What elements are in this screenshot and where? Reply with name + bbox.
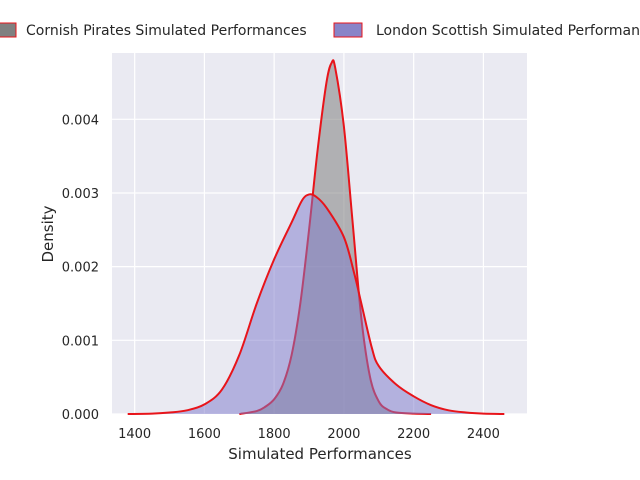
x-tick-label: 2400 — [467, 427, 500, 442]
x-tick-label: 1600 — [188, 427, 221, 442]
legend-swatch-london-scottish — [333, 22, 363, 38]
x-tick-label: 1800 — [258, 427, 291, 442]
y-tick-label: 0.003 — [62, 187, 99, 202]
legend-swatch-cornish-pirates — [0, 22, 17, 38]
y-tick-label: 0.002 — [62, 261, 99, 276]
y-tick-label: 0.001 — [62, 334, 99, 349]
x-axis-label: Simulated Performances — [228, 445, 412, 463]
density-line-london-scottish — [127, 193, 505, 415]
y-tick-label: 0.004 — [62, 113, 99, 128]
x-tick-label: 2200 — [397, 427, 430, 442]
density-curves — [127, 59, 505, 415]
x-tick-label: 1400 — [118, 427, 151, 442]
x-tick-label: 2000 — [327, 427, 360, 442]
legend-label-london-scottish: London Scottish Simulated Performances — [376, 23, 640, 39]
legend: Cornish Pirates Simulated Performances L… — [0, 22, 640, 39]
y-tick-labels: 0.000 0.001 0.002 0.003 0.004 — [62, 113, 99, 423]
legend-label-cornish-pirates: Cornish Pirates Simulated Performances — [26, 23, 307, 39]
y-tick-label: 0.000 — [62, 408, 99, 423]
x-tick-labels: 1400 1600 1800 2000 2200 2400 — [118, 427, 500, 442]
y-axis-label: Density — [39, 205, 57, 262]
density-area-london-scottish — [127, 194, 505, 414]
